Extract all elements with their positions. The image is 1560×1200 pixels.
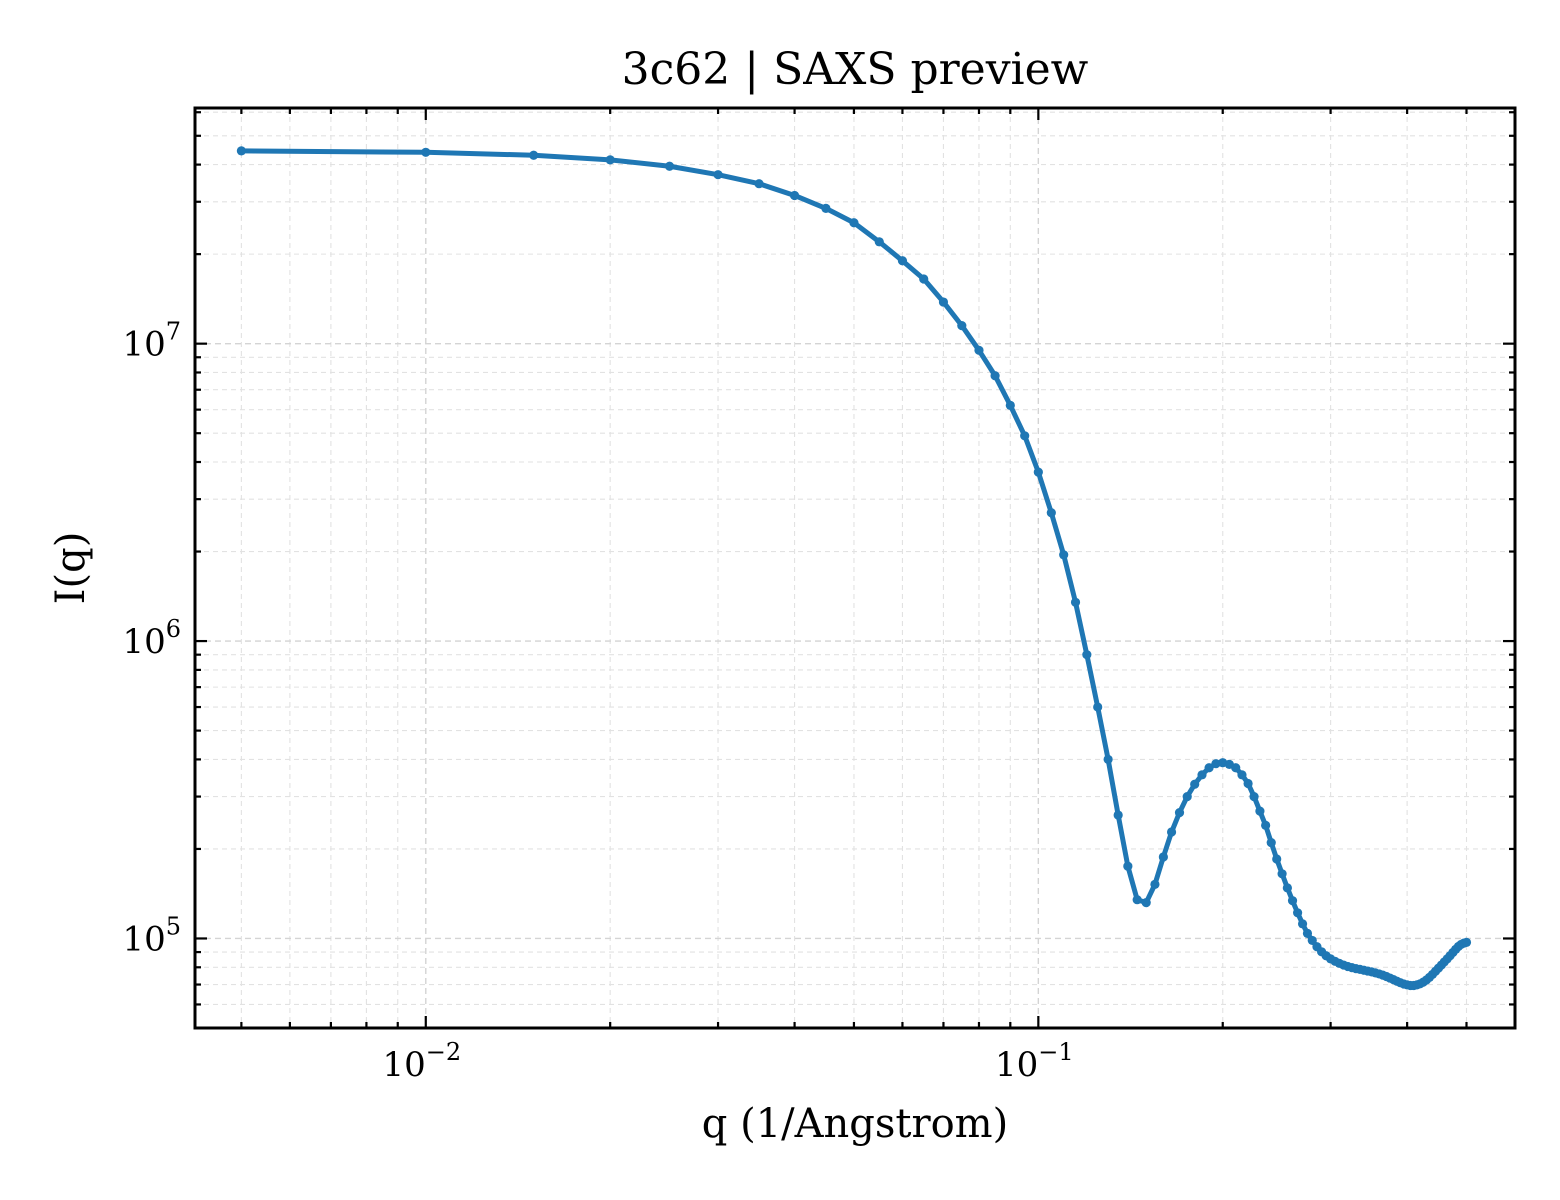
y-tick-exponent: 6 xyxy=(166,615,181,643)
data-point xyxy=(1297,919,1308,929)
series-layer xyxy=(236,146,1472,991)
data-point xyxy=(1046,508,1056,518)
data-point xyxy=(1070,597,1081,607)
data-point xyxy=(713,170,723,180)
data-point xyxy=(605,155,615,165)
data-point xyxy=(664,161,675,171)
data-point xyxy=(1005,400,1015,411)
data-point xyxy=(1307,935,1317,946)
x-tick-exponent: −2 xyxy=(426,1038,461,1066)
data-point xyxy=(821,203,831,213)
data-point xyxy=(1197,770,1207,780)
data-point xyxy=(897,256,908,266)
data-point xyxy=(1093,702,1103,712)
data-point xyxy=(1174,808,1185,818)
data-point xyxy=(938,297,949,307)
data-point xyxy=(754,179,764,189)
data-point xyxy=(1204,763,1214,773)
data-point xyxy=(1272,854,1282,864)
data-point xyxy=(1190,779,1200,789)
data-point xyxy=(1158,852,1168,862)
data-point xyxy=(1277,869,1287,879)
data-point xyxy=(874,237,884,247)
x-tick-label: 10−1 xyxy=(995,1038,1074,1085)
data-point xyxy=(1461,937,1472,948)
data-point xyxy=(1231,763,1241,773)
data-point xyxy=(1150,879,1160,889)
data-point xyxy=(990,371,1000,381)
data-point xyxy=(789,190,800,201)
data-point xyxy=(1282,883,1292,893)
data-point xyxy=(1113,810,1123,820)
data-point xyxy=(1059,550,1069,560)
data-point xyxy=(1249,791,1259,802)
data-point xyxy=(1243,778,1253,789)
data-point xyxy=(529,150,539,160)
data-point xyxy=(1287,896,1298,906)
data-point xyxy=(1261,820,1271,831)
data-point xyxy=(1123,861,1133,871)
data-point xyxy=(1132,895,1142,905)
y-tick-exponent: 5 xyxy=(166,912,181,940)
data-point xyxy=(849,218,859,228)
data-point xyxy=(1266,838,1276,848)
data-point xyxy=(957,321,967,331)
data-point xyxy=(236,146,246,156)
data-point xyxy=(1302,928,1313,939)
plot-frame xyxy=(193,106,1517,1030)
data-point xyxy=(1182,791,1192,802)
data-point xyxy=(421,147,431,157)
data-point xyxy=(974,345,984,355)
data-point xyxy=(1020,431,1030,441)
data-point xyxy=(1293,908,1303,918)
data-point xyxy=(1211,759,1221,769)
y-tick-exponent: 7 xyxy=(166,318,181,346)
data-point xyxy=(1103,754,1113,765)
chart-title: 3c62 | SAXS preview xyxy=(622,44,1089,95)
x-axis-label: q (1/Angstrom) xyxy=(702,1101,1008,1147)
data-point xyxy=(1237,770,1247,780)
x-tick-exponent: −1 xyxy=(1038,1038,1073,1066)
data-point xyxy=(1082,650,1092,660)
y-axis-label: I(q) xyxy=(48,532,94,605)
data-point xyxy=(1141,898,1151,908)
data-point xyxy=(1033,467,1043,477)
data-point xyxy=(1166,827,1177,837)
x-tick-label: 10−2 xyxy=(382,1038,461,1085)
data-point xyxy=(919,274,929,284)
data-point xyxy=(1255,806,1265,816)
